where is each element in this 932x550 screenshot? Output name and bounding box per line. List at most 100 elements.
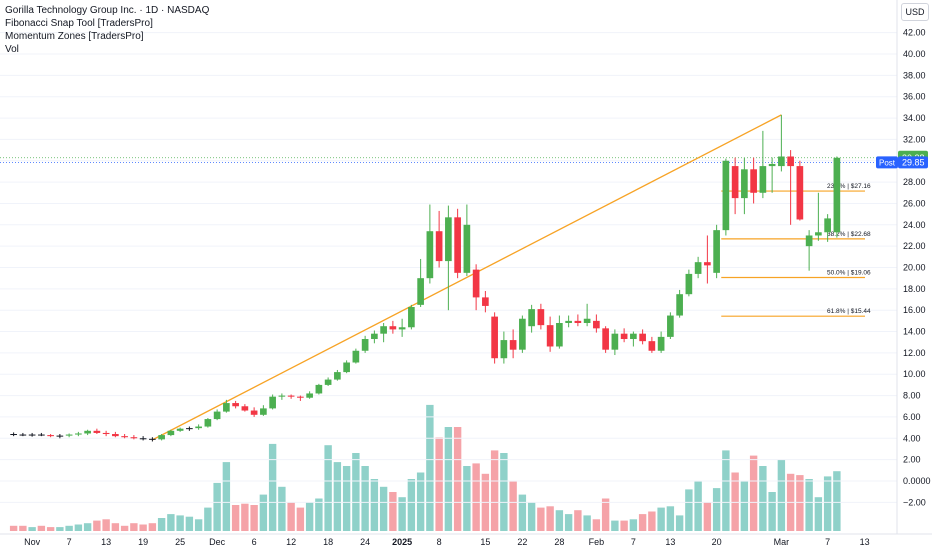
time-tick-label: Feb [589,537,605,547]
volume-bar [500,453,508,531]
volume-bar [213,482,221,531]
price-tick-label: 16.00 [903,305,926,315]
candle-body [260,408,267,415]
volume-bars [9,404,841,531]
candle-body [574,320,582,324]
time-tick-label: Dec [209,537,226,547]
volume-bar [379,486,388,531]
candle-body [10,434,17,436]
candle-body [287,395,295,397]
candle-body [158,435,165,440]
candle-body [435,231,443,262]
volume-bar [509,481,517,531]
price-badges: 30.28Post29.85 [876,150,928,169]
currency-button[interactable]: USD [901,3,929,21]
time-tick-label: 6 [252,537,257,547]
volume-bar [731,472,739,531]
volume-bar [768,492,776,531]
volume-bar [620,520,628,531]
candle-body [556,323,563,347]
indicator-momentum[interactable]: Momentum Zones [TradersPro] [5,31,144,42]
price-tick-label: 36.00 [903,92,926,102]
volume-bar [823,476,832,531]
time-tick-label: 28 [554,537,564,547]
volume-bar [370,479,379,531]
candle-body [334,372,341,380]
volume-bar [463,466,471,531]
candle-body [213,411,221,420]
symbol-title[interactable]: Gorilla Technology Group Inc. · 1D · NAS… [5,5,210,16]
candle-body [19,434,27,436]
volume-bar [675,515,684,531]
price-tick-label: 0.0000 [903,476,931,486]
volume-bar [685,489,693,531]
time-tick-label: 15 [480,537,490,547]
price-tick-label: 14.00 [903,327,926,337]
volume-bar [694,481,702,531]
volume-bar [185,516,194,531]
candle-body [528,309,535,327]
volume-bar [176,515,184,531]
candle-body [593,320,600,329]
candle-body [768,163,776,167]
volume-bar [278,486,286,531]
time-tick-label: 7 [825,537,830,547]
volume-bar [527,502,536,531]
price-tick-label: 28.00 [903,177,926,187]
volume-bar [611,520,619,531]
candle-body [417,278,424,305]
volume-bar [65,525,73,531]
volume-bar [777,459,786,531]
time-tick-label: 2025 [392,537,412,547]
candle-body [352,350,360,363]
volume-bar [287,502,295,531]
candle-body [676,294,683,316]
time-tick-label: 8 [437,537,442,547]
candle-body [56,435,64,437]
time-tick-label: 13 [665,537,675,547]
indicator-volume[interactable]: Vol [5,44,19,55]
time-tick-label: 7 [631,537,636,547]
candle-body [176,428,184,431]
price-tick-label: 32.00 [903,134,926,144]
volume-bar [712,488,721,531]
volume-bar [148,523,157,531]
candle-body [408,306,415,328]
candle-body [620,333,628,340]
post-tag-badge [876,156,898,169]
candle-body [833,157,841,233]
volume-bar [19,525,27,531]
time-axis[interactable]: Nov 7 13 19 25 Dec 6 12 18 24 2025 8 15 22 28 Feb 7 13 20 M… [24,537,870,547]
candle-body [65,434,73,436]
candle-body [75,433,82,435]
price-tick-label: −2.00 [903,497,926,507]
indicator-fibonacci[interactable]: Fibonacci Snap Tool [TradersPro] [5,18,153,29]
candle-body [84,430,91,434]
time-tick-label: Nov [24,537,41,547]
volume-bar [194,519,203,531]
volume-bar [648,511,656,531]
candle-body [186,428,193,430]
time-tick-label: Mar [774,537,790,547]
volume-bar [204,507,212,531]
candle-body [343,362,350,373]
candle-body [537,309,545,326]
price-axis[interactable]: −2.00 0.0000 2.00 4.00 6.00 8.00 10.00 12.00 14.… [903,28,931,508]
volume-bar [703,502,712,531]
candle-body [454,217,461,273]
time-tick-label: 13 [860,537,870,547]
time-tick-label: 7 [67,537,72,547]
volume-bar [157,518,166,531]
candle-body [361,339,369,351]
price-tick-label: 34.00 [903,113,926,123]
volume-bar [814,497,823,531]
candle-body [565,320,572,324]
price-tick-label: 22.00 [903,241,926,251]
volume-bar [139,524,147,531]
candle-body [750,169,757,193]
trend-line [152,114,782,441]
volume-bar [833,471,841,531]
post-price-value: 29.85 [902,157,925,167]
volume-bar [56,527,64,531]
